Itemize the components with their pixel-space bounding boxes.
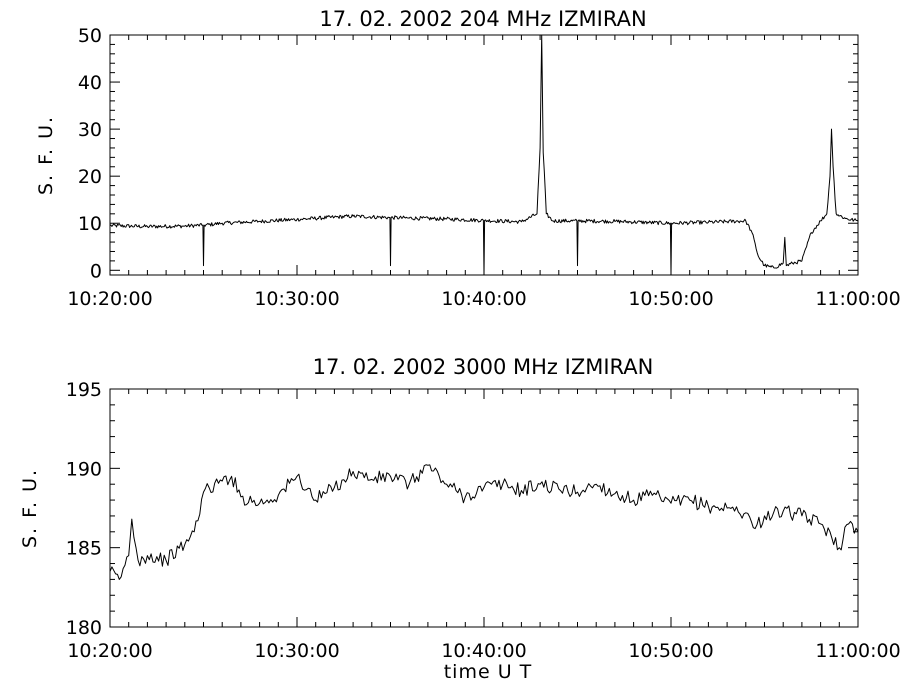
x-tick-label: 10:50:00 bbox=[628, 288, 713, 310]
y-tick-label: 20 bbox=[78, 166, 102, 188]
y-tick-label: 50 bbox=[78, 25, 102, 47]
x-tick-label: 10:30:00 bbox=[254, 288, 339, 310]
y-tick-label: 30 bbox=[78, 119, 102, 141]
y-tick-label: 195 bbox=[66, 379, 102, 401]
x-tick-label: 10:20:00 bbox=[67, 640, 152, 662]
panel-3000mhz: 17. 02. 2002 3000 MHz IZMIRAN S. F. U. t… bbox=[19, 355, 900, 683]
x-tick-label: 10:40:00 bbox=[441, 288, 526, 310]
x-tick-label: 10:30:00 bbox=[254, 640, 339, 662]
y-axis-label: S. F. U. bbox=[19, 468, 41, 548]
x-tick-label: 10:40:00 bbox=[441, 640, 526, 662]
y-tick-label: 185 bbox=[66, 538, 102, 560]
x-tick-label: 11:00:00 bbox=[815, 288, 900, 310]
x-axis-label: time U T bbox=[444, 661, 533, 683]
y-tick-label: 0 bbox=[90, 260, 102, 282]
chart-title: 17. 02. 2002 3000 MHz IZMIRAN bbox=[313, 355, 654, 379]
data-line-3000mhz bbox=[109, 464, 859, 580]
y-axis-label: S. F. U. bbox=[35, 115, 57, 195]
x-tick-label: 10:50:00 bbox=[628, 640, 713, 662]
y-tick-label: 190 bbox=[66, 458, 102, 480]
x-tick-label: 11:00:00 bbox=[815, 640, 900, 662]
y-tick-label: 180 bbox=[66, 617, 102, 639]
data-line-204mhz bbox=[109, 34, 859, 276]
plot-frame bbox=[109, 388, 859, 628]
x-tick-label: 10:20:00 bbox=[67, 288, 152, 310]
panel-204mhz: 17. 02. 2002 204 MHz IZMIRAN S. F. U. 10… bbox=[35, 7, 900, 310]
y-tick-label: 10 bbox=[78, 213, 102, 235]
chart-title: 17. 02. 2002 204 MHz IZMIRAN bbox=[319, 7, 646, 31]
y-tick-label: 40 bbox=[78, 72, 102, 94]
